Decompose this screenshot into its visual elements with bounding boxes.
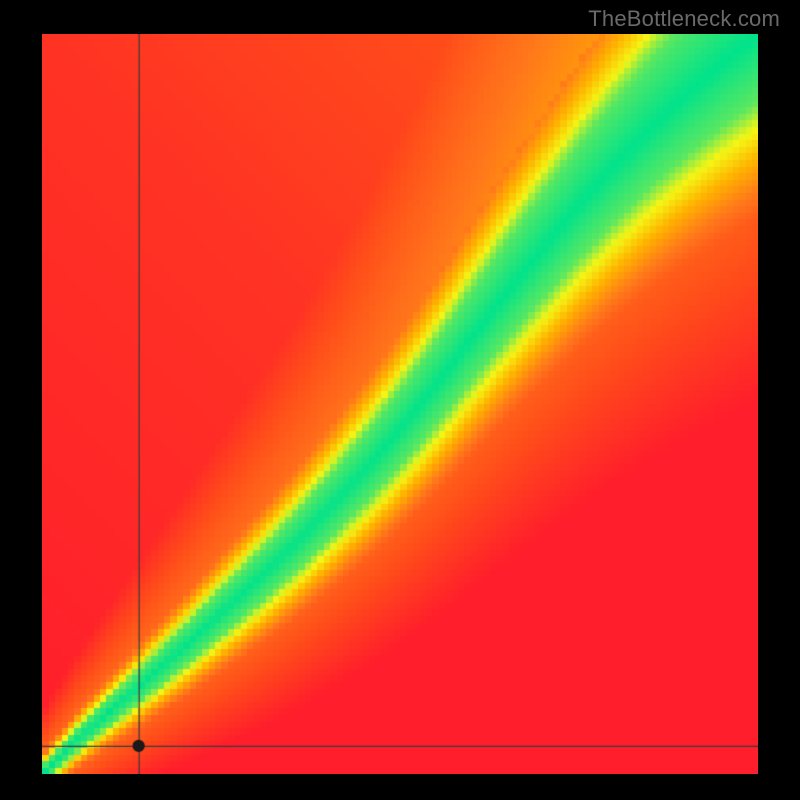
bottleneck-heatmap xyxy=(42,34,758,774)
chart-root: TheBottleneck.com xyxy=(0,0,800,800)
watermark-label: TheBottleneck.com xyxy=(588,6,780,32)
